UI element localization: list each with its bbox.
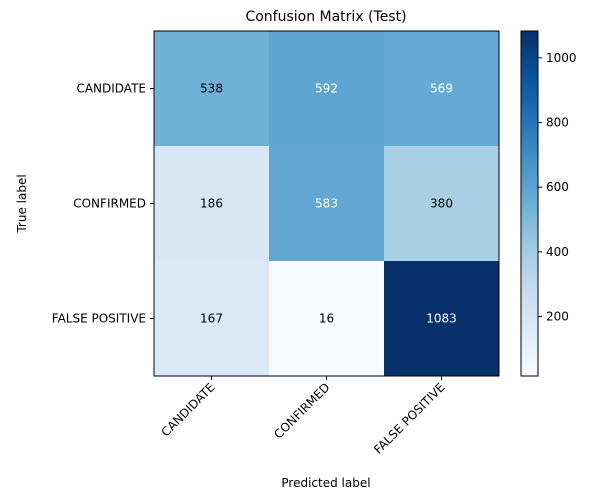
heatmap-cell [384, 31, 500, 147]
cell-value-label: 569 [430, 82, 453, 96]
heatmap-cell [384, 146, 500, 262]
cell-value-label: 1083 [426, 312, 457, 326]
heatmap-cell [269, 146, 385, 262]
colorbar-tick-label: 600 [546, 180, 569, 194]
cell-value-label: 538 [200, 82, 223, 96]
y-axis-label: True label [15, 174, 29, 233]
x-tick-label: CANDIDATE [159, 380, 218, 439]
heatmap-cell [269, 261, 385, 377]
colorbar-tick-label: 1000 [546, 51, 577, 65]
cell-value-label: 16 [319, 312, 334, 326]
cell-value-label: 592 [315, 82, 338, 96]
y-tick-label: CONFIRMED [73, 197, 146, 211]
colorbar-ticks: 200 400 600 800 1000 [538, 51, 577, 324]
colorbar [520, 30, 539, 377]
y-tick-label: FALSE POSITIVE [52, 312, 146, 326]
y-tick-label: CANDIDATE [76, 82, 146, 96]
x-axis-ticks: CANDIDATE CONFIRMED FALSE POSITIVE [159, 376, 448, 457]
heatmap-cell [154, 31, 270, 147]
heatmap-cell [269, 31, 385, 147]
y-axis-ticks: CANDIDATE CONFIRMED FALSE POSITIVE [52, 82, 154, 326]
x-axis-label: Predicted label [281, 476, 370, 490]
heatmap-cell [154, 146, 270, 262]
heatmap-cells: 538 592 569 186 583 380 167 16 1083 [154, 31, 500, 377]
heatmap-cell [154, 261, 270, 377]
x-tick-label: CONFIRMED [271, 380, 332, 441]
colorbar-tick-label: 200 [546, 310, 569, 324]
chart-title: Confusion Matrix (Test) [245, 9, 406, 25]
colorbar-tick-label: 800 [546, 116, 569, 130]
cell-value-label: 380 [430, 197, 453, 211]
colorbar-tick-label: 400 [546, 245, 569, 259]
cell-value-label: 583 [315, 197, 338, 211]
x-tick-label: FALSE POSITIVE [371, 380, 448, 457]
heatmap-cell [384, 261, 500, 377]
cell-value-label: 167 [200, 312, 223, 326]
cell-value-label: 186 [200, 197, 223, 211]
